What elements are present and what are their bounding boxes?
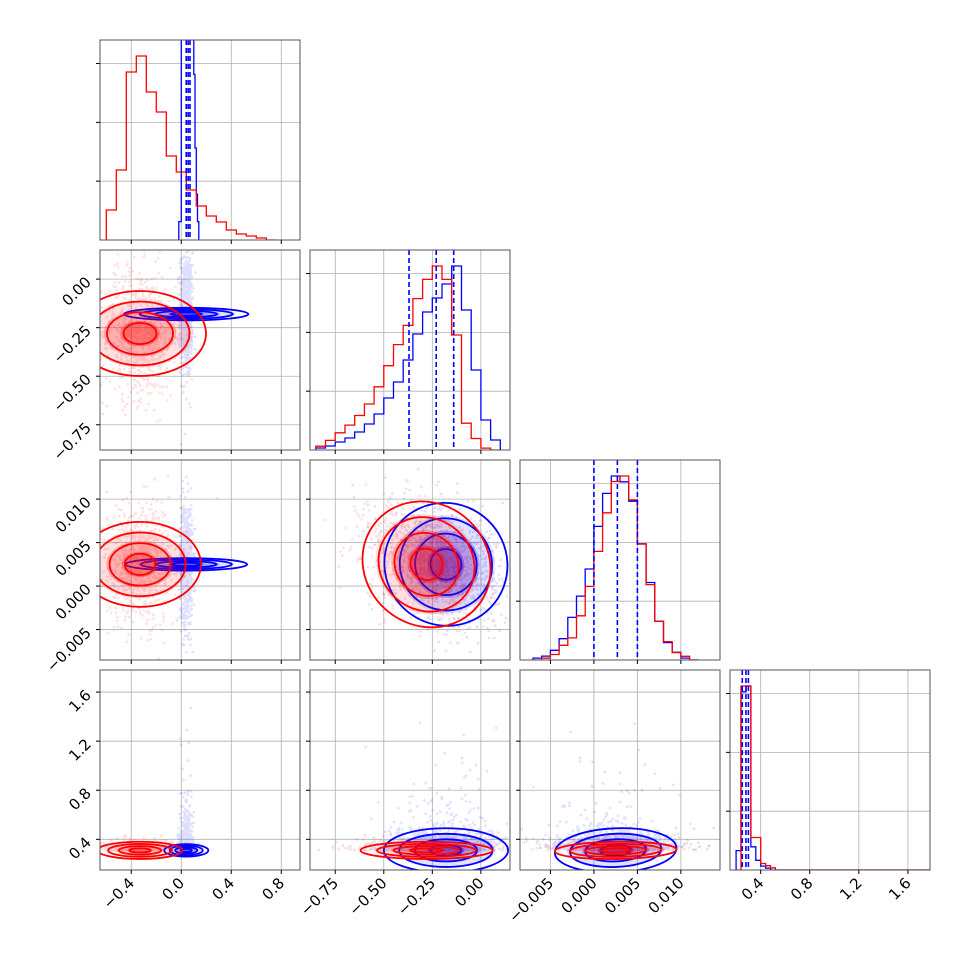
red-density: [355, 493, 498, 635]
panel-content: [306, 468, 536, 681]
x-tick-label: 0.000: [558, 874, 601, 917]
panel-frame: [100, 40, 300, 240]
y-tick-label: −0.75: [50, 419, 95, 464]
blue-histogram: [533, 476, 698, 660]
panel-3-3: 0.4 0.8 1.2 1.6: [726, 670, 930, 904]
panel-1-1: [306, 250, 510, 454]
ticks: [516, 484, 681, 664]
red-histogram: [316, 266, 501, 450]
x-tick-label: 0.8: [258, 874, 288, 904]
panel-3-1: −0.75−0.50−0.25 0.00: [297, 670, 565, 919]
panel-0-0: [96, 0, 300, 244]
x-tick-label: −0.75: [297, 874, 342, 919]
panel-frame: [100, 670, 300, 870]
blue-histogram: [736, 686, 930, 870]
x-tick-label: 0.4: [208, 874, 238, 904]
x-tick-label: −0.005: [505, 874, 557, 926]
panel-2-2: [516, 460, 720, 664]
panel-2-1: [306, 460, 536, 681]
x-tick-label: 0.4: [738, 874, 768, 904]
y-tick-label: −0.50: [50, 370, 95, 415]
x-tick-label: 0.005: [601, 874, 644, 917]
red-density: [87, 299, 193, 367]
panel-3-0: 0.4 0.8 1.2 1.6 −0.4 0.0 0.4 0.8: [65, 670, 300, 913]
y-tick-label: 0.005: [52, 537, 95, 580]
blue-scatter: [516, 722, 734, 851]
x-tick-label: −0.25: [394, 874, 439, 919]
grid-lines: [100, 670, 300, 870]
y-tick-label: 0.4: [65, 833, 95, 863]
panel-frame: [730, 670, 930, 870]
y-tick-label: −0.005: [43, 624, 95, 676]
panel-content: [316, 250, 501, 450]
panel-content: [516, 722, 734, 875]
y-tick-label: 0.010: [52, 493, 95, 536]
grid-lines: [730, 670, 930, 870]
x-tick-label: 1.6: [885, 874, 915, 904]
x-tick-label: −0.50: [345, 874, 390, 919]
red-density: [91, 530, 188, 598]
density-fill: [122, 552, 159, 578]
y-tick-label: 1.2: [65, 735, 95, 765]
x-tick-label: 0.00: [451, 874, 487, 910]
y-tick-label: 0.8: [65, 784, 95, 814]
y-tick-label: 0.00: [58, 273, 94, 309]
panel-1-0: −0.75−0.50−0.25 0.00: [50, 219, 300, 464]
red-histogram: [736, 686, 930, 870]
red-histogram: [533, 476, 698, 660]
panel-frame: [310, 250, 510, 450]
x-tick-label: 0.0: [158, 874, 188, 904]
x-tick-label: 1.2: [836, 874, 866, 904]
x-tick-label: −0.4: [100, 874, 138, 912]
panel-content: [318, 722, 565, 873]
panel-content: [736, 670, 930, 870]
red-histogram: [106, 56, 276, 240]
y-tick-label: −0.25: [50, 322, 95, 367]
grid-lines: [520, 460, 720, 660]
density-fill: [120, 321, 160, 347]
y-tick-label: 1.6: [65, 686, 95, 716]
y-tick-label: 0.000: [52, 580, 95, 623]
blue-histogram: [316, 266, 501, 450]
panel-content: [106, 0, 276, 240]
x-tick-label: 0.8: [787, 874, 817, 904]
panel-content: [533, 460, 698, 660]
panel-content: [77, 706, 209, 859]
grid-lines: [310, 250, 510, 450]
panel-content: [71, 474, 248, 660]
blue-scatter: [176, 706, 197, 851]
grid-lines: [100, 40, 300, 240]
x-tick-label: 0.010: [645, 874, 688, 917]
panel-frame: [520, 460, 720, 660]
panel-content: [70, 219, 248, 446]
